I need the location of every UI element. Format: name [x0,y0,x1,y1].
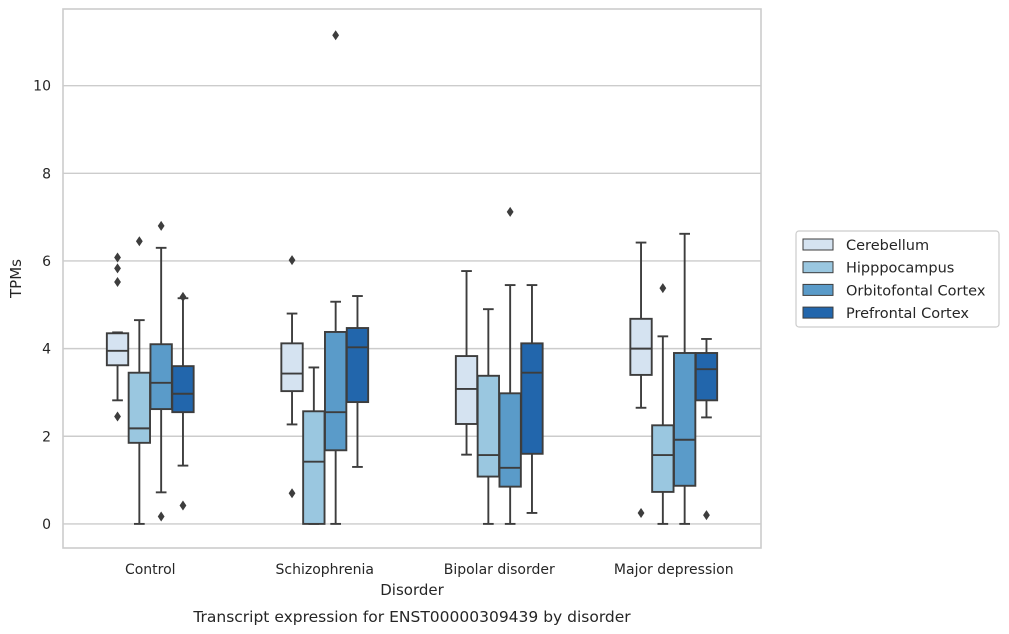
legend-label: Cerebellum [846,238,929,254]
box [324,331,348,452]
box [345,327,370,404]
box-group [105,252,130,422]
outlier-point [114,252,121,263]
box-group [345,295,370,468]
boxes-layer [105,30,719,525]
x-tick-label: Bipolar disorder [444,562,555,578]
box [629,317,653,376]
box [302,410,326,525]
box [476,374,500,478]
outlier-point [114,277,121,288]
x-tick-label: Schizophrenia [276,562,374,578]
legend-label: Prefrontal Cortex [846,306,969,322]
legend-swatch [802,261,834,274]
box-group [476,308,500,525]
box [498,392,522,488]
box [651,424,675,493]
legend-label: Hipppocampus [846,261,954,277]
outlier-point [288,255,296,266]
outlier-point [506,206,514,217]
outlier-point [135,236,143,247]
box [520,342,544,455]
box [673,352,697,487]
outlier-point [157,220,165,231]
legend-swatch [802,238,834,251]
y-tick-label: 2 [42,429,51,445]
box-group [694,338,719,521]
legend-label: Orbitofontal Cortex [846,283,986,299]
chart-caption: Transcript expression for ENST0000030943… [192,608,631,626]
outlier-point [179,291,187,302]
box-group [520,284,544,514]
x-tick-labels: Control Schizophrenia Bipolar disorder Majo… [125,562,734,578]
box-group [171,291,195,511]
y-tick-labels: 0 2 4 6 8 10 [33,79,51,533]
legend-frame [795,230,1000,328]
y-tick-label: 6 [42,254,51,270]
outlier-point [179,500,187,511]
y-tick-label: 8 [42,166,51,182]
y-tick-label: 0 [42,517,51,533]
box-group [149,220,173,522]
box [694,352,719,402]
box [105,332,130,367]
y-axis-title: TPMs [7,259,25,299]
box [454,355,479,425]
box-group [324,30,348,525]
box-group [498,206,522,525]
outlier-point [114,263,121,274]
legend: Cerebellum Hipppocampus Orbitofontal Corte… [795,230,1000,328]
box-group [673,232,697,525]
x-tick-label: Major depression [614,562,734,578]
outlier-point [288,488,296,499]
plot-frame [62,8,762,549]
outlier-point [157,511,165,522]
box [127,371,151,444]
box-group [280,255,304,499]
x-axis-title: Disorder [380,581,444,599]
box [280,342,304,393]
outlier-point [332,30,340,41]
box-group [127,236,151,525]
y-tick-label: 10 [33,79,51,95]
box-group [629,241,653,518]
grid-lines [63,84,761,525]
x-tick-label: Control [125,562,176,578]
y-tick-label: 4 [42,342,51,358]
box-group [454,270,479,456]
outlier-point [659,283,667,294]
legend-swatch [802,306,834,319]
box [171,365,195,414]
box [149,343,173,411]
legend-swatch [802,283,834,296]
box-group [651,283,675,525]
outlier-point [637,507,645,518]
box-group [302,366,326,525]
outlier-point [703,510,710,521]
outlier-point [114,411,121,422]
